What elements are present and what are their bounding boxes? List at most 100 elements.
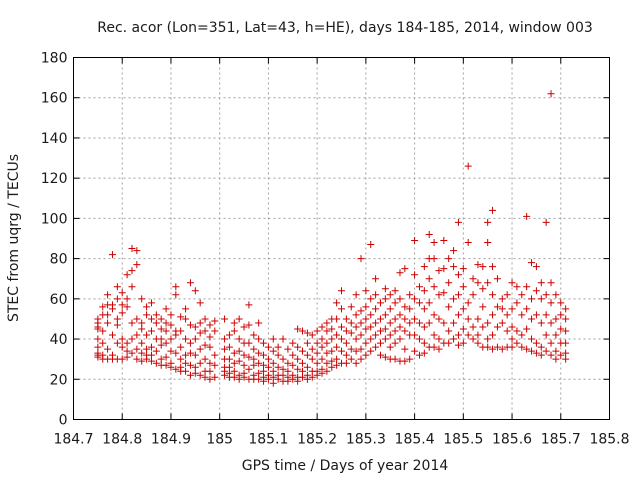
data-point (240, 373, 248, 381)
data-point (138, 319, 146, 327)
data-point (425, 275, 433, 283)
data-point (260, 351, 268, 359)
data-point (542, 291, 550, 299)
data-point (386, 343, 394, 351)
data-point (469, 323, 477, 331)
data-point (206, 359, 214, 367)
data-point (372, 275, 380, 283)
data-point (250, 355, 258, 363)
data-point (454, 331, 462, 339)
data-point (323, 327, 331, 335)
data-point (303, 351, 311, 359)
data-point (269, 359, 277, 367)
data-point (182, 305, 190, 313)
data-point (342, 339, 350, 347)
data-point (123, 303, 131, 311)
data-point (250, 361, 258, 369)
data-point (113, 283, 121, 291)
data-point (128, 245, 136, 253)
data-point (255, 359, 263, 367)
data-point (508, 305, 516, 313)
data-point (118, 289, 126, 297)
data-point (157, 355, 165, 363)
data-point (182, 351, 190, 359)
data-point (172, 291, 180, 299)
data-point (313, 371, 321, 379)
data-point (474, 339, 482, 347)
data-point (372, 343, 380, 351)
data-point (289, 361, 297, 369)
data-point (532, 287, 540, 295)
data-point (167, 321, 175, 329)
data-point (459, 325, 467, 333)
data-point (459, 339, 467, 347)
data-point (328, 357, 336, 365)
data-point (104, 291, 112, 299)
data-point (147, 343, 155, 351)
x-tick-label: 184.7 (53, 432, 93, 448)
data-point (157, 341, 165, 349)
data-point (274, 375, 282, 383)
data-point (411, 271, 419, 279)
data-point (118, 343, 126, 351)
data-point (367, 323, 375, 331)
data-point (138, 339, 146, 347)
data-point (240, 323, 248, 331)
data-point (445, 327, 453, 335)
data-point (245, 339, 253, 347)
data-point (245, 353, 253, 361)
data-point (469, 275, 477, 283)
data-point (118, 355, 126, 363)
data-point (318, 323, 326, 331)
data-point (498, 345, 506, 353)
data-point (235, 315, 243, 323)
data-point (474, 261, 482, 269)
data-point (459, 283, 467, 291)
data-point (191, 335, 199, 343)
data-point (557, 299, 565, 307)
data-point (532, 349, 540, 357)
data-point (489, 331, 497, 339)
data-point (508, 343, 516, 351)
y-tick-label: 0 (59, 413, 68, 429)
x-tick-label: 184.9 (151, 432, 191, 448)
data-point (381, 295, 389, 303)
data-point (333, 343, 341, 351)
data-point (186, 349, 194, 357)
data-point (264, 343, 272, 351)
data-point (445, 255, 453, 263)
data-point (454, 311, 462, 319)
data-point (318, 335, 326, 343)
data-point (386, 319, 394, 327)
data-point (562, 355, 570, 363)
data-point (260, 361, 268, 369)
data-point (435, 315, 443, 323)
data-point (503, 311, 511, 319)
data-point (133, 331, 141, 339)
data-point (498, 319, 506, 327)
data-point (338, 347, 345, 355)
data-point (552, 355, 560, 363)
data-point (352, 311, 360, 319)
data-point (484, 335, 492, 343)
data-point (357, 355, 365, 363)
data-point (440, 237, 448, 245)
data-point (182, 359, 190, 367)
data-point (415, 335, 423, 343)
data-point (357, 345, 365, 353)
x-axis-title: GPS time / Days of year 2014 (242, 458, 449, 474)
x-axis: 184.7 184.8 184.9 185 185.1 185.2 185.3 185.4 18… (53, 57, 630, 448)
data-point (537, 343, 545, 351)
data-point (518, 331, 526, 339)
data-point (147, 315, 155, 323)
data-point (450, 263, 458, 271)
x-tick-label: 185.1 (248, 432, 288, 448)
data-point (235, 335, 243, 343)
data-point (532, 339, 540, 347)
data-point (464, 331, 472, 339)
data-point (493, 275, 501, 283)
data-point (503, 327, 511, 335)
data-point (459, 265, 467, 273)
data-point (250, 331, 258, 339)
